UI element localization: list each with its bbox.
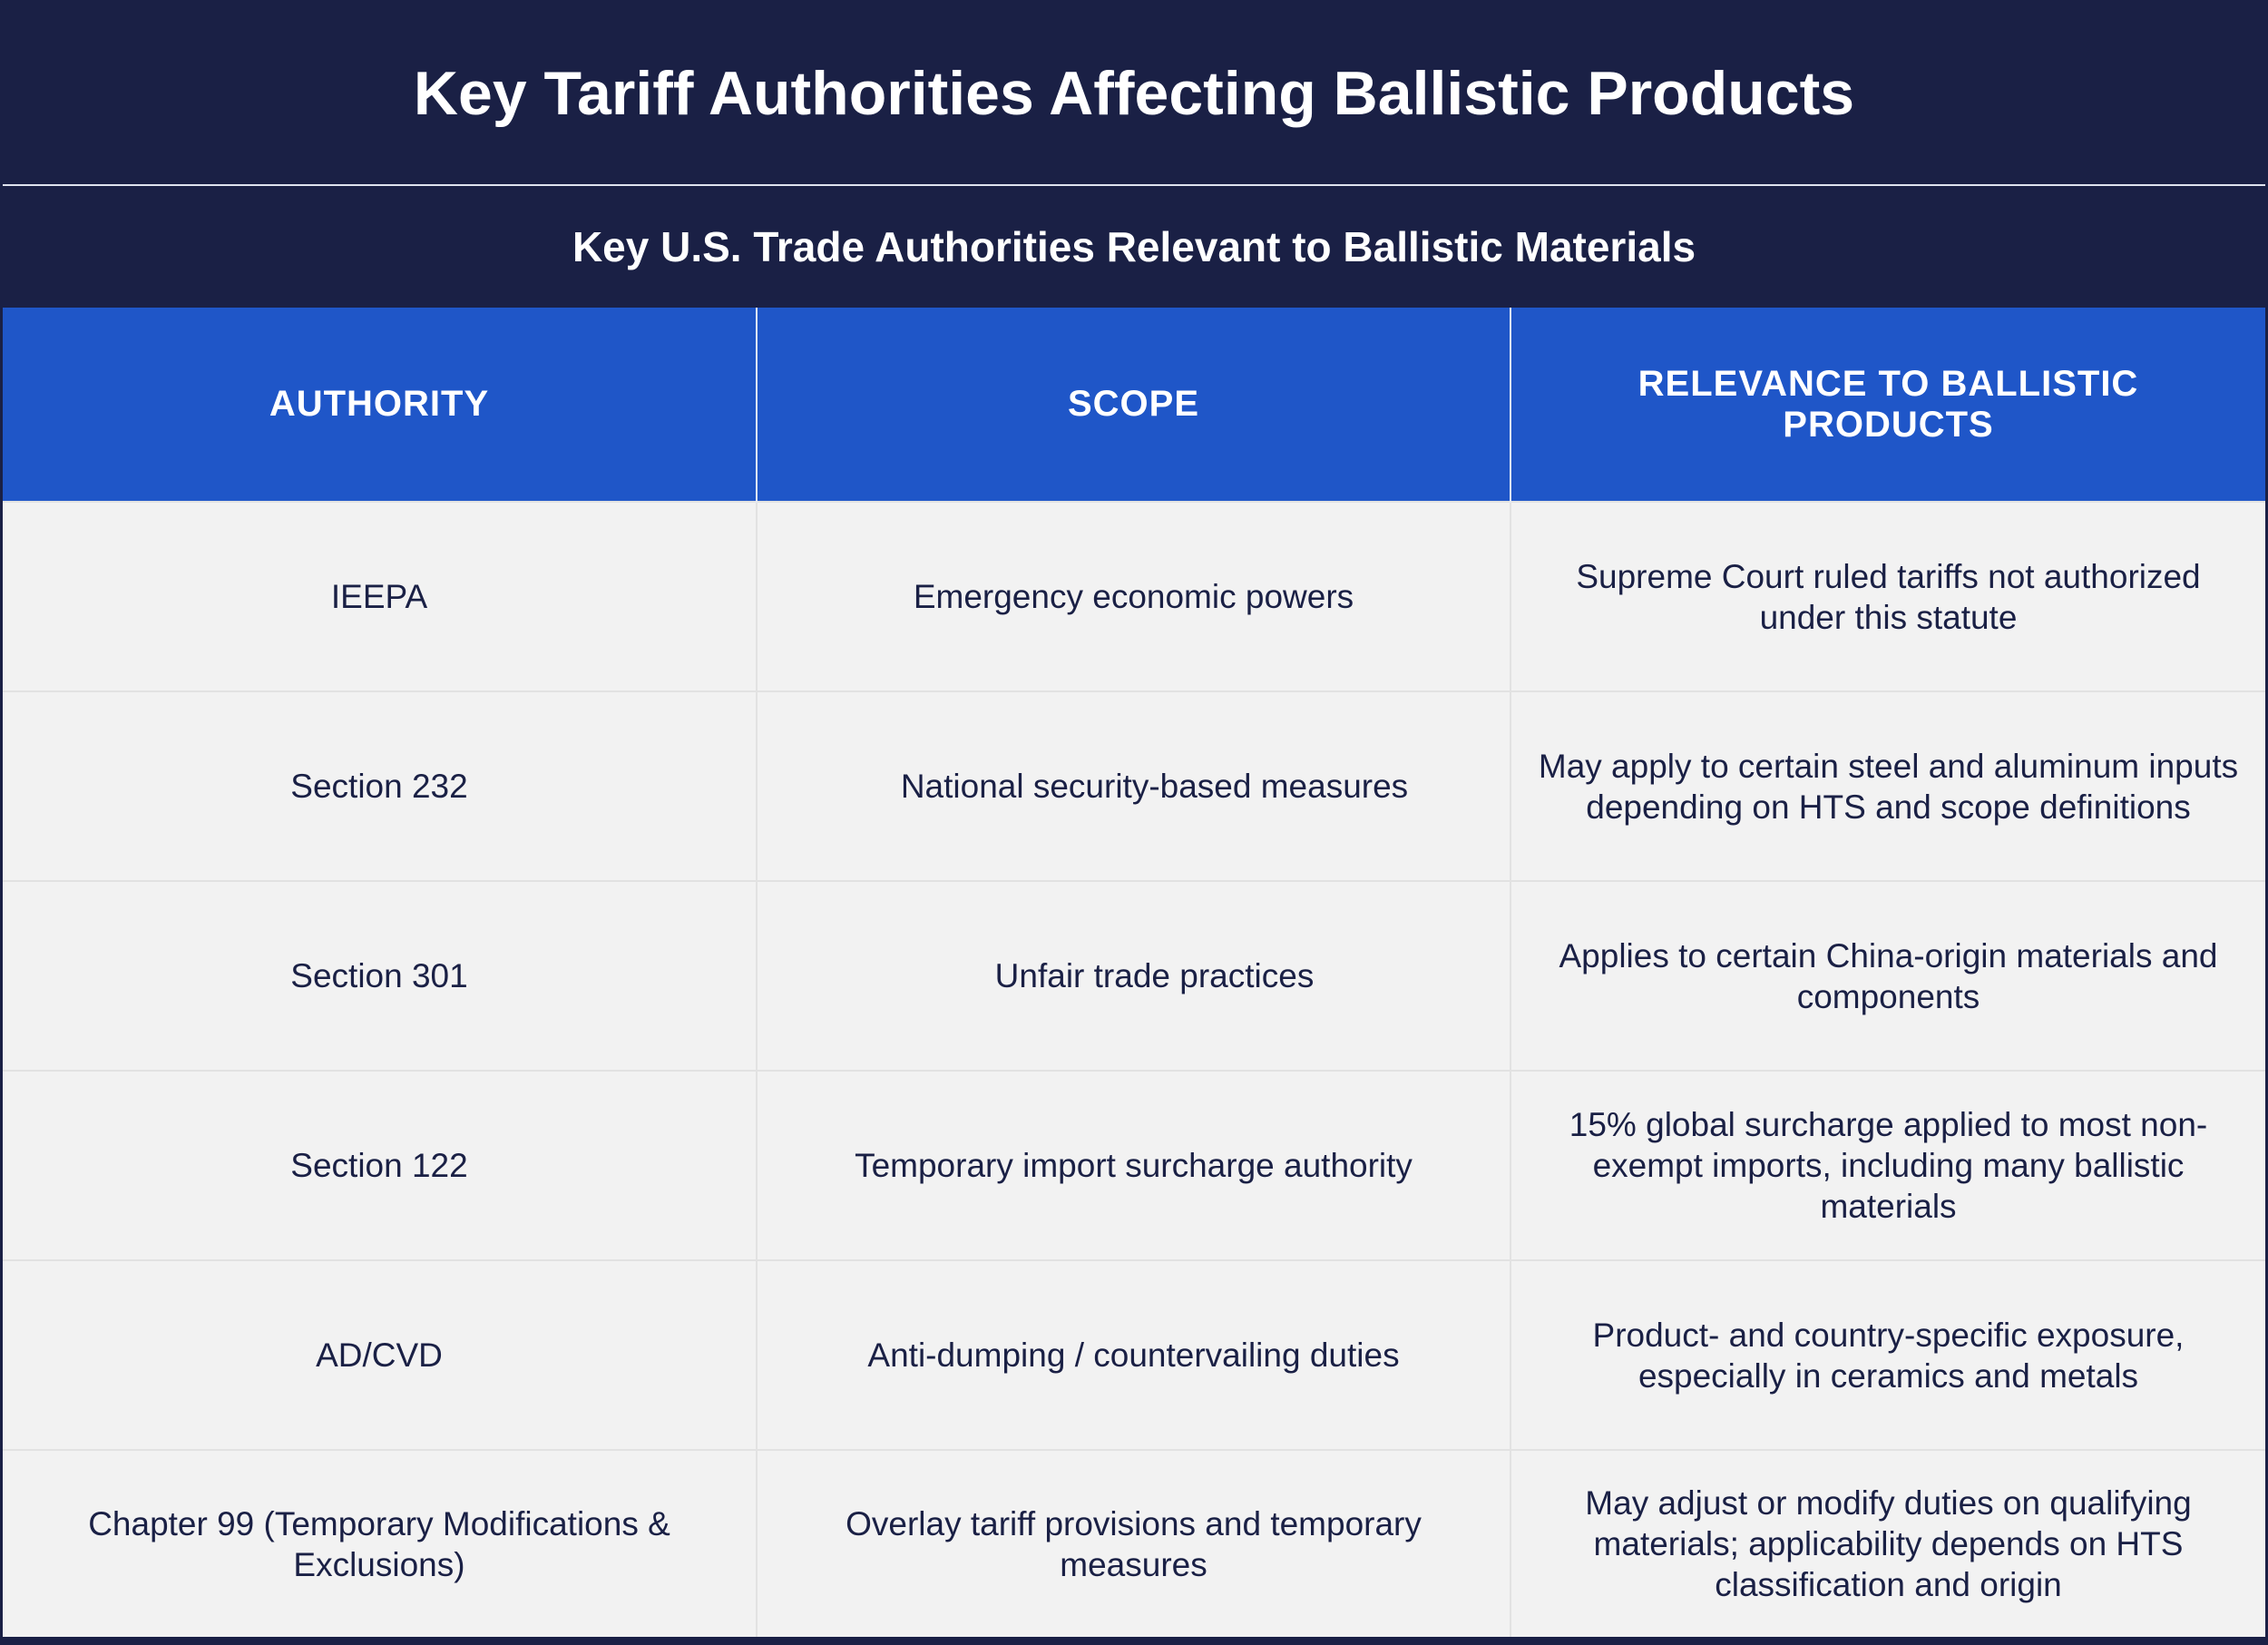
- title-divider: [3, 184, 2265, 186]
- cell-authority: IEEPA: [3, 501, 758, 691]
- cell-authority: AD/CVD: [3, 1259, 758, 1450]
- table-row: Section 232 National security-based meas…: [3, 690, 2265, 881]
- table-caption: Key U.S. Trade Authorities Relevant to B…: [3, 186, 2265, 308]
- cell-relevance: Applies to certain China-origin material…: [1510, 880, 2265, 1071]
- cell-scope: Unfair trade practices: [757, 880, 1511, 1071]
- cell-authority: Section 122: [3, 1070, 758, 1260]
- cell-relevance: May apply to certain steel and aluminum …: [1510, 690, 2265, 881]
- table-header-row: AUTHORITY SCOPE RELEVANCE TO BALLISTIC P…: [3, 308, 2265, 502]
- table-row: AD/CVD Anti-dumping / countervailing dut…: [3, 1259, 2265, 1450]
- table-row: IEEPA Emergency economic powers Supreme …: [3, 501, 2265, 691]
- column-header-authority: AUTHORITY: [3, 308, 758, 502]
- column-header-scope: SCOPE: [757, 308, 1511, 502]
- cell-scope: Overlay tariff provisions and temporary …: [757, 1449, 1511, 1637]
- cell-scope: Emergency economic powers: [757, 501, 1511, 691]
- table-row: Section 301 Unfair trade practices Appli…: [3, 880, 2265, 1071]
- cell-authority: Section 232: [3, 690, 758, 881]
- cell-authority: Section 301: [3, 880, 758, 1071]
- table-row: Section 122 Temporary import surcharge a…: [3, 1070, 2265, 1260]
- cell-scope: National security-based measures: [757, 690, 1511, 881]
- column-header-relevance: RELEVANCE TO BALLISTIC PRODUCTS: [1510, 308, 2265, 502]
- cell-scope: Temporary import surcharge authority: [757, 1070, 1511, 1260]
- cell-relevance: May adjust or modify duties on qualifyin…: [1510, 1449, 2265, 1637]
- authorities-table: AUTHORITY SCOPE RELEVANCE TO BALLISTIC P…: [3, 308, 2265, 1637]
- cell-relevance: 15% global surcharge applied to most non…: [1510, 1070, 2265, 1260]
- cell-scope: Anti-dumping / countervailing duties: [757, 1259, 1511, 1450]
- page-title: Key Tariff Authorities Affecting Ballist…: [3, 3, 2265, 184]
- cell-relevance: Supreme Court ruled tariffs not authoriz…: [1510, 501, 2265, 691]
- table-row: Chapter 99 (Temporary Modifications & Ex…: [3, 1449, 2265, 1637]
- cell-relevance: Product- and country-specific exposure, …: [1510, 1259, 2265, 1450]
- cell-authority: Chapter 99 (Temporary Modifications & Ex…: [3, 1449, 758, 1637]
